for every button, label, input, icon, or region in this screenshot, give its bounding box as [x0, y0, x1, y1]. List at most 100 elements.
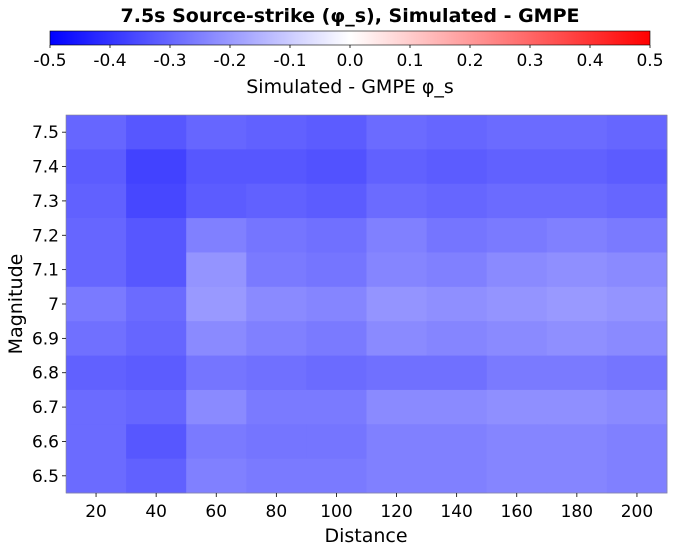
y-tick-label: 7.4	[32, 158, 59, 178]
heatmap-cell	[366, 252, 427, 288]
heatmap-cell	[486, 389, 548, 425]
heatmap-cell	[66, 424, 127, 460]
heatmap-cell	[246, 115, 307, 150]
heatmap-cell	[246, 458, 307, 494]
heatmap-cell	[306, 252, 367, 288]
heatmap-cell	[366, 115, 427, 150]
heatmap-cell	[486, 458, 548, 494]
heatmap-cell	[366, 321, 427, 356]
heatmap-cell	[546, 424, 608, 460]
heatmap-cell	[66, 218, 127, 253]
heatmap-cell	[66, 355, 127, 391]
heatmap-cell	[186, 424, 247, 460]
heatmap-cell	[246, 321, 307, 356]
heatmap-cell	[426, 183, 488, 219]
heatmap-cell	[186, 183, 247, 219]
heatmap-cell	[426, 252, 488, 288]
colorbar-tick-label: 0.3	[516, 51, 543, 71]
heatmap-cell	[246, 424, 307, 460]
heatmap-cell	[186, 218, 247, 253]
heatmap-cell	[306, 218, 367, 253]
heatmap-cell	[486, 218, 548, 253]
colorbar-tick-label: -0.3	[153, 51, 186, 71]
heatmap-cell	[486, 424, 548, 460]
heatmap-cell	[306, 115, 367, 150]
heatmap-cell	[546, 286, 608, 322]
heatmap-cell	[426, 115, 488, 150]
heatmap-cell	[186, 355, 247, 391]
heatmap-cell	[426, 424, 488, 460]
chart-title: 7.5s Source-strike (φ_s), Simulated - GM…	[121, 5, 580, 27]
y-axis-ticks: 7.5 7.4 7.3 7.2 7.1 7 6.9 6.8 6.7 6.6 6.5	[32, 123, 66, 487]
heatmap-cell	[366, 389, 427, 425]
heatmap-cell	[606, 149, 668, 185]
colorbar-tick-label: 0.4	[576, 51, 603, 71]
heatmap-cell	[606, 218, 668, 253]
heatmap-cell	[366, 183, 427, 219]
heatmap-cell	[186, 115, 247, 150]
y-tick-label: 6.9	[32, 329, 59, 349]
x-tick-label: 200	[621, 502, 653, 522]
heatmap-cell	[306, 458, 367, 494]
y-tick-label: 6.7	[32, 398, 59, 418]
y-tick-label: 7.1	[32, 261, 59, 281]
colorbar-tick-label: -0.5	[33, 51, 66, 71]
x-axis-ticks: 20 40 60 80 100 120 140 160 180 200	[85, 493, 653, 522]
heatmap-cells	[66, 115, 668, 494]
heatmap-cell	[486, 183, 548, 219]
heatmap-cell	[606, 321, 668, 356]
heatmap-cell	[486, 286, 548, 322]
heatmap-cell	[546, 115, 608, 150]
heatmap-cell	[366, 149, 427, 185]
heatmap-cell	[366, 424, 427, 460]
heatmap-cell	[606, 424, 668, 460]
heatmap-cell	[126, 458, 187, 494]
y-tick-label: 7.5	[32, 123, 59, 143]
x-tick-label: 160	[501, 502, 533, 522]
heatmap-cell	[486, 115, 548, 150]
y-tick-label: 7.3	[32, 192, 59, 212]
heatmap-cell	[546, 355, 608, 391]
heatmap-cell	[606, 355, 668, 391]
colorbar-tick-label: 0.5	[636, 51, 663, 71]
y-tick-label: 7.2	[32, 226, 59, 246]
heatmap-cell	[366, 355, 427, 391]
heatmap-cell	[66, 149, 127, 185]
heatmap-cell	[126, 218, 187, 253]
heatmap-cell	[306, 149, 367, 185]
heatmap-cell	[66, 115, 127, 150]
heatmap-cell	[606, 286, 668, 322]
heatmap-cell	[126, 389, 187, 425]
heatmap-cell	[606, 115, 668, 150]
heatmap-cell	[246, 355, 307, 391]
heatmap-cell	[306, 355, 367, 391]
heatmap-cell	[306, 424, 367, 460]
colorbar	[49, 30, 651, 46]
heatmap-cell	[546, 149, 608, 185]
y-tick-label: 6.8	[32, 364, 59, 384]
heatmap-cell	[366, 458, 427, 494]
heatmap-cell	[186, 252, 247, 288]
heatmap-cell	[126, 424, 187, 460]
colorbar-label: Simulated - GMPE φ_s	[246, 76, 454, 98]
heatmap-cell	[606, 458, 668, 494]
heatmap-cell	[126, 286, 187, 322]
x-tick-label: 140	[440, 502, 472, 522]
heatmap-cell	[606, 252, 668, 288]
heatmap-cell	[546, 218, 608, 253]
heatmap-cell	[426, 286, 488, 322]
heatmap-cell	[546, 252, 608, 288]
colorbar-tick-label: -0.2	[213, 51, 246, 71]
heatmap-cell	[66, 252, 127, 288]
colorbar-tick-label: -0.1	[273, 51, 306, 71]
heatmap-cell	[426, 355, 488, 391]
heatmap-cell	[306, 321, 367, 356]
heatmap-cell	[186, 321, 247, 356]
heatmap-cell	[246, 389, 307, 425]
heatmap-cell	[186, 149, 247, 185]
heatmap-cell	[246, 218, 307, 253]
heatmap-cell	[66, 321, 127, 356]
colorbar-tick-label: 0.0	[336, 51, 363, 71]
heatmap-cell	[306, 389, 367, 425]
